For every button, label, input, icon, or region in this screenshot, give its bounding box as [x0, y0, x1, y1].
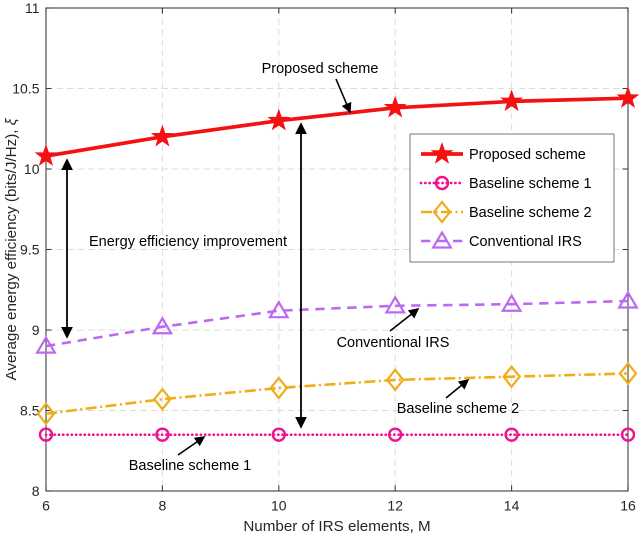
diamond-marker-icon	[152, 387, 172, 411]
triangle-marker-icon	[500, 293, 523, 312]
star-marker-icon	[150, 124, 174, 147]
annotation-arrow	[445, 379, 470, 399]
diamond-marker-icon	[385, 368, 405, 392]
legend-label: Baseline scheme 2	[469, 205, 592, 221]
annotation-label: Baseline scheme 1	[129, 458, 252, 474]
legend: Proposed scheme Baseline scheme 1 Baseline…	[409, 133, 615, 263]
star-marker-icon	[500, 89, 524, 112]
triangle-marker-icon	[268, 300, 290, 319]
diamond-marker-icon	[502, 364, 522, 389]
circle-marker-icon	[504, 427, 519, 442]
legend-label: Baseline scheme 1	[469, 176, 592, 192]
y-tick-label: 8.5	[20, 403, 40, 419]
diamond-marker-icon	[618, 361, 638, 386]
annotation-arrow	[335, 78, 352, 114]
annotation-baseline-scheme-2: Baseline scheme 2	[397, 379, 520, 417]
series-proposed-scheme	[34, 86, 640, 166]
star-marker-icon	[383, 95, 407, 118]
annotation-label: Energy efficiency improvement	[89, 234, 287, 250]
annotation-label: Proposed scheme	[262, 61, 379, 77]
annotation-conventional-irs: Conventional IRS	[337, 308, 450, 351]
diamond-marker-icon	[432, 200, 452, 224]
y-tick-label: 9	[32, 322, 40, 338]
legend-item-baseline-scheme-2: Baseline scheme 2	[421, 200, 592, 224]
series-line-conventional-irs	[45, 299, 629, 348]
y-tick-label: 10.5	[12, 81, 39, 97]
star-marker-icon	[430, 141, 454, 164]
annotation-energy-efficiency-improvement: Energy efficiency improvement	[89, 234, 287, 250]
circle-marker-icon	[620, 427, 636, 442]
circle-marker-icon	[155, 427, 170, 442]
annotation-baseline-scheme-1: Baseline scheme 1	[129, 436, 252, 474]
x-axis-label: Number of IRS elements, M	[243, 518, 430, 535]
x-tick-label: 16	[620, 498, 636, 514]
series-line-proposed-scheme	[45, 96, 629, 158]
diamond-marker-icon	[36, 401, 56, 426]
triangle-marker-icon	[617, 290, 639, 309]
annotation-arrow	[177, 436, 206, 456]
legend-item-baseline-scheme-1: Baseline scheme 1	[419, 175, 592, 192]
circle-marker-icon	[434, 175, 450, 191]
series-baseline-scheme-1	[38, 427, 636, 442]
circle-marker-icon	[38, 427, 54, 442]
y-tick-label: 9.5	[20, 242, 40, 258]
triangle-marker-icon	[384, 295, 406, 314]
y-tick-label: 10	[24, 161, 40, 177]
legend-label: Proposed scheme	[469, 147, 586, 163]
star-marker-icon	[34, 144, 58, 166]
annotation-arrow	[389, 308, 420, 332]
y-tick-label: 11	[25, 0, 40, 16]
legend-item-proposed-scheme: Proposed scheme	[421, 141, 586, 164]
triangle-marker-icon	[35, 335, 57, 354]
y-tick-label: 8	[32, 483, 40, 499]
x-tick-label: 12	[387, 498, 403, 514]
triangle-marker-icon	[151, 316, 174, 335]
annotation-label: Baseline scheme 2	[397, 401, 520, 417]
y-axis-label: Average energy efficiency (bits/J/Hz), ξ	[3, 117, 20, 380]
series-line-baseline-scheme-2	[45, 372, 629, 415]
triangle-marker-icon	[431, 230, 453, 249]
x-tick-label: 6	[42, 498, 50, 514]
series-baseline-scheme-2	[36, 361, 638, 426]
star-marker-icon	[616, 86, 640, 108]
star-marker-icon	[267, 108, 291, 131]
legend-item-conventional-irs: Conventional IRS	[421, 230, 582, 250]
x-tick-label: 8	[159, 498, 167, 514]
legend-label: Conventional IRS	[469, 234, 582, 250]
x-tick-label: 10	[271, 498, 287, 514]
circle-marker-icon	[388, 427, 403, 442]
diamond-marker-icon	[269, 376, 289, 400]
x-tick-label: 14	[504, 498, 520, 514]
annotation-proposed-scheme: Proposed scheme	[262, 61, 379, 114]
annotation-label: Conventional IRS	[337, 335, 450, 351]
series-conventional-irs	[35, 290, 639, 354]
circle-marker-icon	[271, 427, 286, 442]
